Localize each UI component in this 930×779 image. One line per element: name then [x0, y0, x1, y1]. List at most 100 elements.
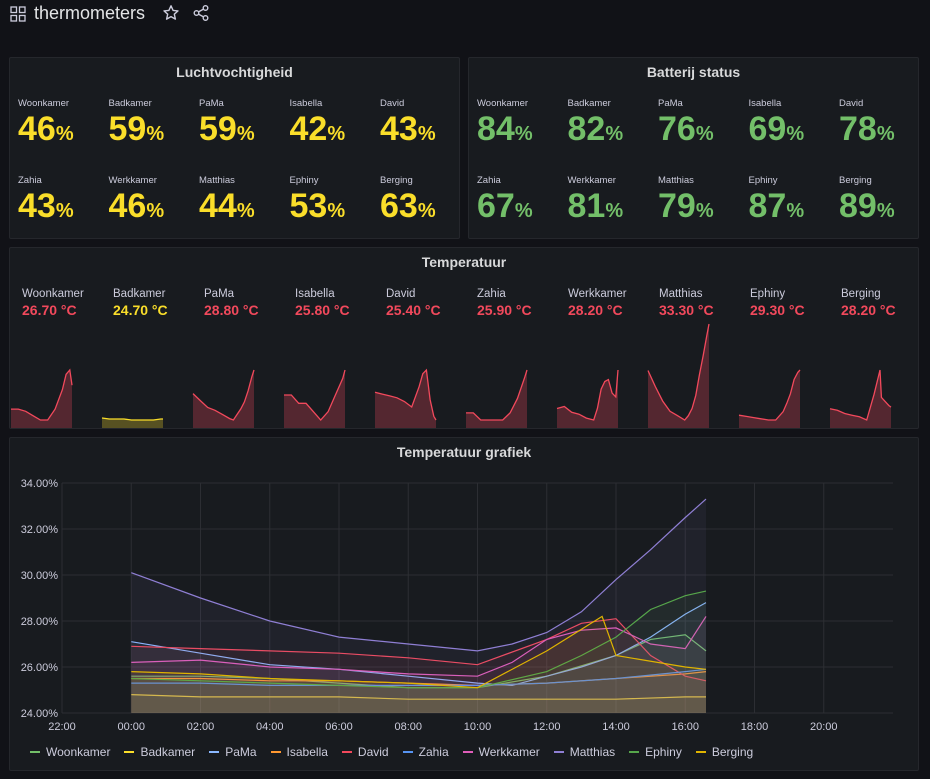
share-icon[interactable]: [192, 4, 210, 22]
dashboard-title[interactable]: thermometers: [34, 3, 146, 23]
temp-value: 25.80 °C: [295, 302, 350, 318]
stat-unit: %: [514, 123, 533, 145]
stat-woonkamer: Woonkamer 46%: [18, 98, 108, 154]
sparkline-area-isabella: [284, 370, 345, 428]
temp-stat-zahia: Zahia 25.90 °C: [477, 288, 568, 318]
stat-unit: %: [786, 123, 805, 145]
sparkline-berging: [829, 369, 892, 421]
panel-title[interactable]: Temperatuur: [421, 254, 507, 270]
temp-stat-david: David 25.40 °C: [386, 288, 477, 318]
stat-unit: %: [146, 123, 165, 145]
star-icon[interactable]: [162, 4, 180, 22]
stat-value: 59%: [199, 109, 289, 154]
stat-ephiny: Ephiny 87%: [749, 175, 839, 231]
temp-stat-werkkamer: Werkkamer 28.20 °C: [568, 288, 659, 318]
battery-panel: Batterij status Woonkamer 84% Badkamer 82% P…: [468, 57, 919, 239]
legend-item-zahia[interactable]: Zahia: [402, 744, 449, 760]
legend-swatch: [553, 751, 564, 753]
stat-number: 42: [289, 110, 328, 148]
legend-item-david[interactable]: David: [341, 744, 389, 760]
legend-label: Woonkamer: [46, 745, 111, 759]
sparkline-werkkamer: [556, 369, 619, 421]
stat-value: 46%: [109, 186, 199, 231]
stat-label: Woonkamer: [18, 98, 70, 109]
stat-value: 84%: [477, 109, 567, 154]
legend-item-woonkamer[interactable]: Woonkamer: [30, 744, 110, 760]
legend-swatch: [124, 751, 135, 753]
legend-item-ephiny[interactable]: Ephiny: [629, 744, 682, 760]
stat-werkkamer: Werkkamer 46%: [109, 175, 199, 231]
stat-number: 43: [18, 187, 56, 225]
legend-item-isabella[interactable]: Isabella: [270, 744, 328, 760]
stat-unit: %: [695, 123, 714, 145]
stat-number: 53: [289, 187, 328, 225]
temp-stat-pama: PaMa 28.80 °C: [204, 288, 295, 318]
legend-item-badkamer[interactable]: Badkamer: [124, 744, 195, 760]
stat-label: Isabella: [748, 98, 782, 109]
stat-number: 44: [199, 187, 237, 225]
stat-value: 59%: [109, 109, 199, 154]
stat-number: 89: [839, 187, 877, 225]
sparkline-matthias: [647, 323, 710, 421]
stat-value: 79%: [658, 186, 748, 231]
stat-value: 67%: [477, 186, 567, 231]
stat-value: 46%: [18, 109, 108, 154]
stat-unit: %: [605, 123, 624, 145]
stat-number: 69: [748, 110, 787, 148]
temp-label: Matthias: [659, 288, 703, 300]
stat-unit: %: [514, 200, 533, 222]
temp-stat-matthias: Matthias 33.30 °C: [659, 288, 750, 318]
stat-number: 59: [199, 110, 237, 148]
legend-item-berging[interactable]: Berging: [695, 744, 753, 760]
stat-label: Berging: [839, 175, 872, 186]
stat-value: 76%: [658, 109, 748, 154]
sparkline-area-zahia: [466, 370, 527, 428]
temp-label: David: [386, 288, 416, 300]
stat-value: 82%: [568, 109, 658, 154]
stat-label: Zahia: [18, 175, 42, 186]
legend-swatch: [462, 751, 473, 753]
stat-label: Zahia: [477, 175, 501, 186]
legend-label: Matthias: [569, 745, 616, 759]
stat-unit: %: [605, 200, 624, 222]
panel-title[interactable]: Luchtvochtigheid: [176, 64, 293, 80]
legend-item-werkkamer[interactable]: Werkkamer: [462, 744, 540, 760]
stat-isabella: Isabella 69%: [749, 98, 839, 154]
stat-isabella: Isabella 42%: [290, 98, 380, 154]
stat-number: 59: [108, 110, 147, 148]
stat-unit: %: [695, 200, 714, 222]
temp-value: 25.90 °C: [477, 302, 532, 318]
stat-number: 76: [658, 110, 696, 148]
stat-label: PaMa: [658, 98, 683, 109]
stat-value: 69%: [749, 109, 839, 154]
stat-label: Woonkamer: [477, 98, 529, 109]
temp-stat-isabella: Isabella 25.80 °C: [295, 288, 386, 318]
legend-swatch: [209, 751, 220, 753]
temperature-graph-panel: Temperatuur grafiek: [9, 437, 919, 771]
stat-unit: %: [55, 123, 74, 145]
sparkline-ephiny: [738, 369, 801, 421]
stat-value: 87%: [749, 186, 839, 231]
legend-label: PaMa: [225, 745, 257, 759]
stat-unit: %: [417, 200, 436, 222]
temp-label: Isabella: [295, 288, 335, 300]
panel-title[interactable]: Temperatuur grafiek: [396, 444, 532, 460]
temp-value: 28.80 °C: [204, 302, 259, 318]
temp-value: 25.40 °C: [386, 302, 441, 318]
stat-number: 82: [567, 110, 606, 148]
stat-value: 43%: [18, 186, 108, 231]
stat-value: 53%: [290, 186, 380, 231]
legend-item-pama[interactable]: PaMa: [209, 744, 257, 760]
panel-title[interactable]: Batterij status: [646, 64, 741, 80]
stat-label: David: [380, 98, 405, 109]
sparkline-woonkamer: [11, 368, 73, 421]
legend-label: Isabella: [286, 745, 328, 759]
temp-stat-badkamer: Badkamer 24.70 °C: [113, 288, 204, 318]
stat-unit: %: [236, 123, 255, 145]
stat-badkamer: Badkamer 59%: [109, 98, 199, 154]
legend-item-matthias[interactable]: Matthias: [553, 744, 616, 760]
legend-swatch: [30, 751, 40, 753]
sparkline-area-pama: [193, 370, 254, 428]
dashboards-grid-icon[interactable]: [10, 6, 26, 22]
legend-swatch: [270, 751, 281, 753]
